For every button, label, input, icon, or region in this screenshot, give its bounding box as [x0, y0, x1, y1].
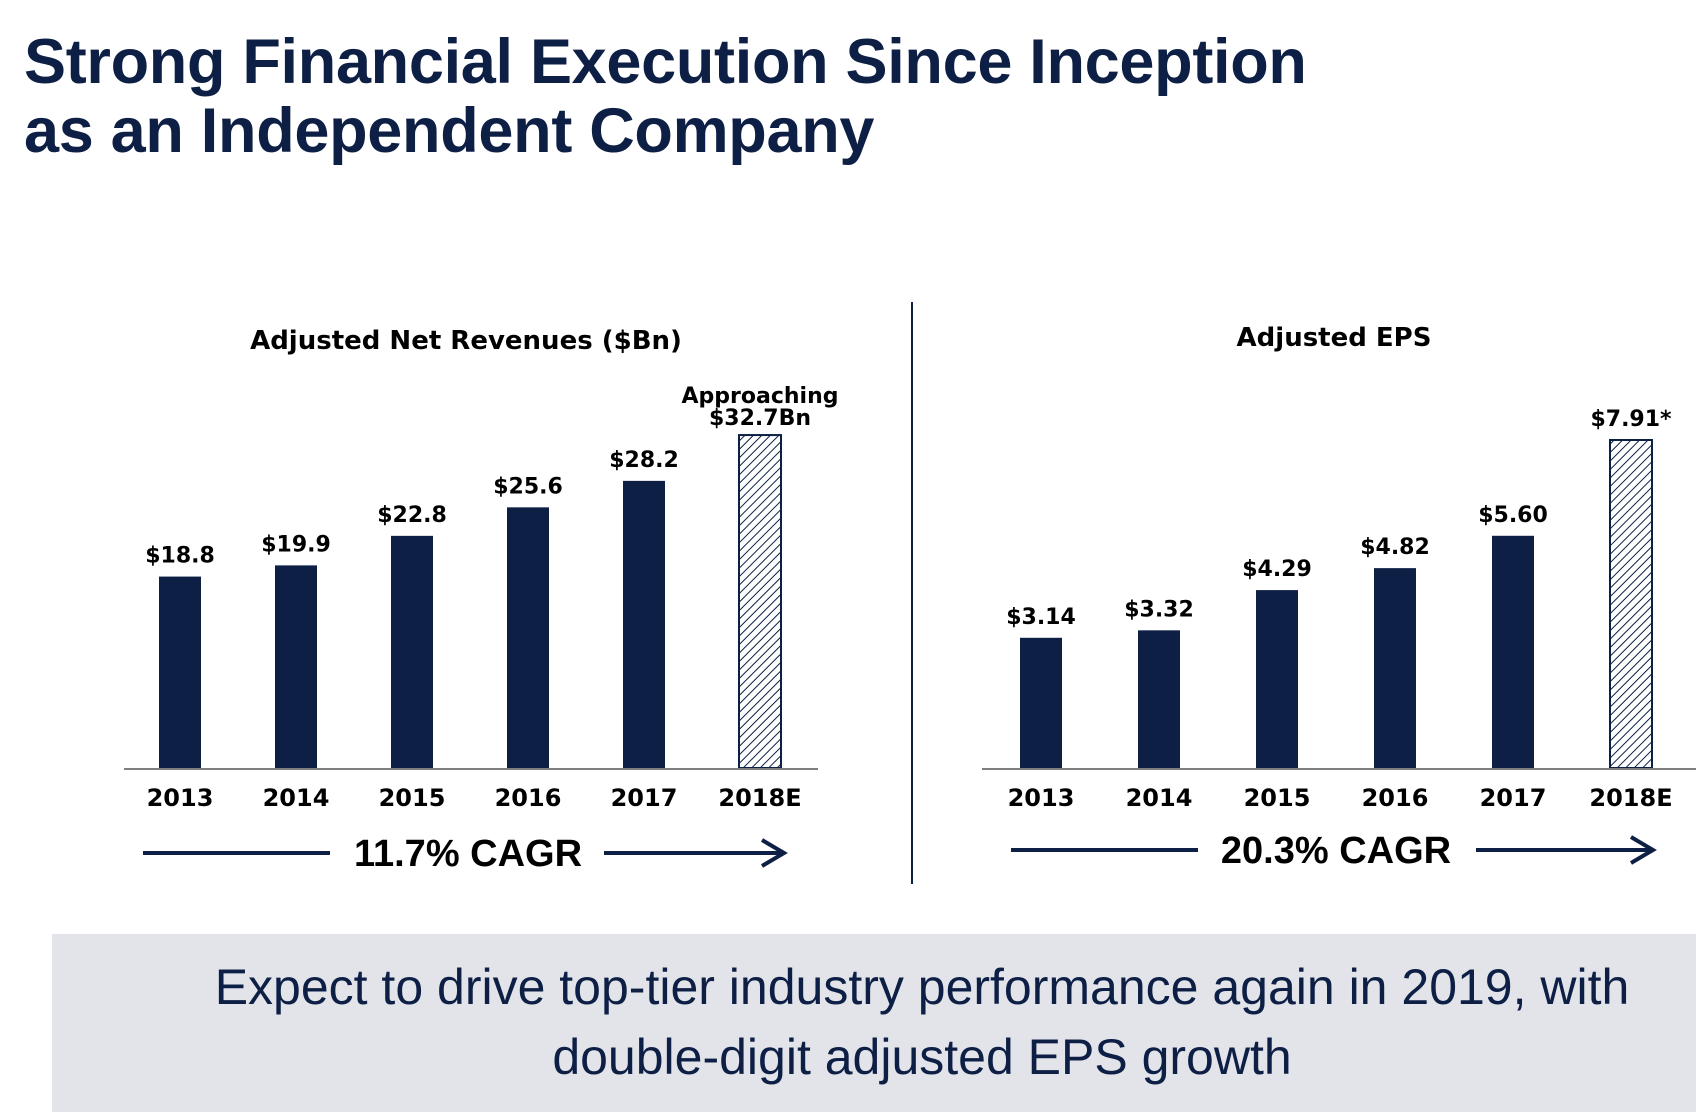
bar-2017 [623, 480, 665, 768]
outlook-line-1: Expect to drive top-tier industry perfor… [214, 959, 1630, 1015]
value-label: $5.60 [1478, 503, 1548, 528]
value-label: $4.82 [1360, 535, 1430, 560]
x-tick-label: 2014 [1126, 784, 1193, 812]
bar-2013 [1020, 637, 1062, 768]
bar-2018E [738, 434, 782, 769]
x-tick-label: 2018E [718, 784, 801, 812]
value-label: $18.8 [145, 544, 215, 569]
slide-title: Strong Financial Execution Since Incepti… [24, 28, 1524, 166]
bar-2015 [391, 535, 433, 768]
cagr-label: 20.3% CAGR [1221, 830, 1451, 872]
value-label: $4.29 [1242, 557, 1312, 582]
cagr-label: 11.7% CAGR [354, 833, 582, 875]
bar-2016 [1374, 568, 1416, 768]
x-tick-label: 2016 [495, 784, 562, 812]
slide-title-line-1: Strong Financial Execution Since Incepti… [24, 27, 1307, 97]
x-tick-label: 2017 [1480, 784, 1547, 812]
cagr-arrowhead [760, 838, 788, 868]
x-tick-label: 2014 [263, 784, 330, 812]
slide-title-line-2: as an Independent Company [24, 96, 875, 166]
value-label: $22.8 [377, 503, 447, 528]
value-label: $3.14 [1006, 605, 1076, 630]
x-tick-label: 2015 [379, 784, 446, 812]
x-tick-label: 2013 [147, 784, 214, 812]
outlook-banner: Expect to drive top-tier industry perfor… [52, 934, 1696, 1112]
outlook-text: Expect to drive top-tier industry perfor… [142, 952, 1696, 1092]
outlook-line-2: double-digit adjusted EPS growth [552, 1029, 1292, 1085]
cagr-arrowhead [1629, 835, 1657, 865]
chart-title: Adjusted EPS [1237, 323, 1432, 353]
value-label: $25.6 [493, 474, 563, 499]
bar-2014 [1138, 630, 1180, 768]
value-label: $28.2 [609, 448, 679, 473]
bar-2017 [1492, 535, 1534, 768]
bar-2015 [1256, 590, 1298, 768]
x-tick-label: 2017 [611, 784, 678, 812]
value-label-line-1: Approaching [682, 384, 839, 409]
x-tick-label: 2016 [1362, 784, 1429, 812]
value-label: $3.32 [1124, 597, 1194, 622]
bar-2016 [507, 507, 549, 768]
bar-2013 [159, 576, 201, 768]
chart-divider [911, 302, 913, 884]
x-tick-label: 2018E [1589, 784, 1672, 812]
value-label-line-2: $32.7Bn [709, 406, 811, 431]
bar-2018E [1609, 439, 1653, 769]
value-label: $19.9 [261, 532, 331, 557]
bar-2014 [275, 565, 317, 768]
chart-title: Adjusted Net Revenues ($Bn) [250, 326, 682, 356]
value-label: $7.91* [1590, 407, 1672, 432]
x-tick-label: 2013 [1008, 784, 1075, 812]
x-tick-label: 2015 [1244, 784, 1311, 812]
